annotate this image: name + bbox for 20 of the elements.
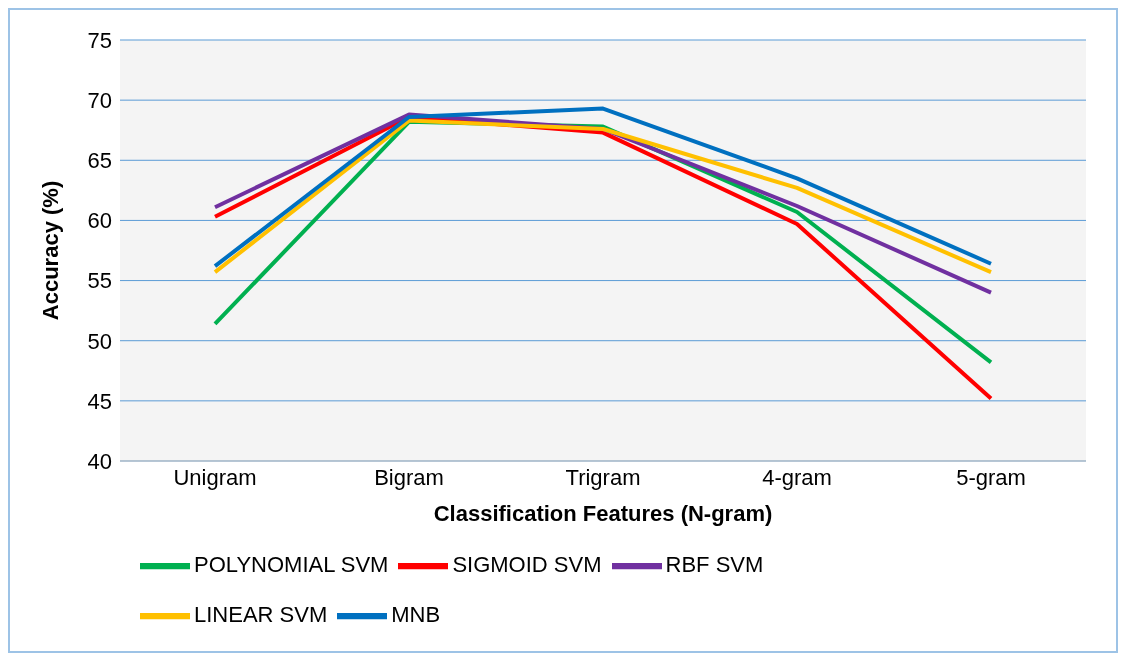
legend-label: SIGMOID SVM <box>452 551 602 577</box>
x-axis-title: Classification Features (N-gram) <box>433 501 773 526</box>
y-tick-label: 60 <box>87 208 112 234</box>
y-tick-label: 65 <box>87 148 112 174</box>
y-tick-label: 40 <box>87 448 112 474</box>
legend-label: MNB <box>391 601 441 627</box>
y-tick-label: 55 <box>87 268 112 294</box>
x-tick-label: 5-gram <box>956 464 1026 490</box>
x-tick-label: Unigram <box>173 464 257 490</box>
legend-label: RBF SVM <box>665 551 764 577</box>
x-tick-label: 4-gram <box>762 464 832 490</box>
legend-label: LINEAR SVM <box>194 601 328 627</box>
x-tick-label: Trigram <box>565 464 641 490</box>
y-axis-title: Accuracy (%) <box>37 180 63 321</box>
y-tick-label: 70 <box>87 87 112 113</box>
y-tick-label: 50 <box>87 328 112 354</box>
y-tick-label: 75 <box>87 27 112 53</box>
legend-label: POLYNOMIAL SVM <box>194 551 389 577</box>
x-tick-label: Bigram <box>374 464 444 490</box>
y-tick-label: 45 <box>87 388 112 414</box>
